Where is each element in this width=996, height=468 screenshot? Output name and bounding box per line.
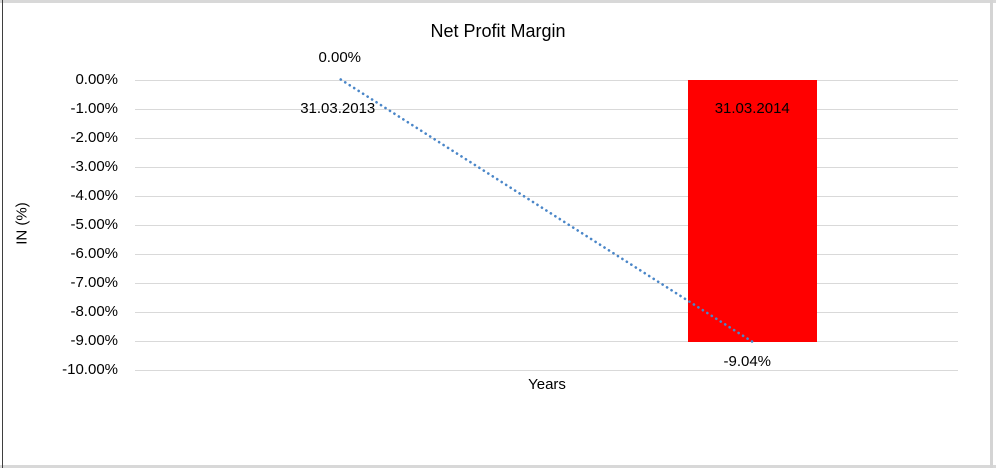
y-axis-tick-label: -8.00%: [70, 302, 118, 320]
y-axis-tick-label: -1.00%: [70, 99, 118, 117]
category-label-2013: 31.03.2013: [300, 99, 376, 117]
y-axis-tick-label: -9.00%: [70, 331, 118, 349]
gridline: [135, 253, 958, 255]
y-axis-tick-label: -5.00%: [70, 215, 118, 233]
gridline: [135, 224, 958, 226]
y-axis-tick-label: -3.00%: [70, 157, 118, 175]
gridline: [135, 311, 958, 313]
y-axis-tick-label: -2.00%: [70, 128, 118, 146]
bar-net-profit-margin-2014[interactable]: [687, 79, 817, 342]
x-axis-title: Years: [528, 376, 566, 393]
data-label-2013: 0.00%: [318, 48, 362, 66]
y-axis-tick-label: -4.00%: [70, 186, 118, 204]
gridline: [135, 282, 958, 284]
chart-title: Net Profit Margin: [430, 21, 566, 41]
y-axis-tick-label: 0.00%: [75, 70, 118, 88]
frame-border-bottom: [0, 465, 996, 468]
y-axis-tick-label: -10.00%: [62, 360, 118, 378]
gridline: [135, 137, 958, 139]
frame-border-top: [0, 0, 996, 3]
y-axis-tick-label: -7.00%: [70, 273, 118, 291]
category-label-2014: 31.03.2014: [714, 99, 790, 117]
frame-border-right: [990, 0, 993, 468]
frame-border-left: [2, 0, 3, 468]
gridline: [135, 79, 958, 81]
gridline: [135, 369, 958, 371]
gridline: [135, 108, 958, 110]
gridline: [135, 166, 958, 168]
gridline: [135, 195, 958, 197]
gridline: [135, 340, 958, 342]
y-axis-tick-label: -6.00%: [70, 244, 118, 262]
data-label-2014: -9.04%: [723, 352, 772, 370]
